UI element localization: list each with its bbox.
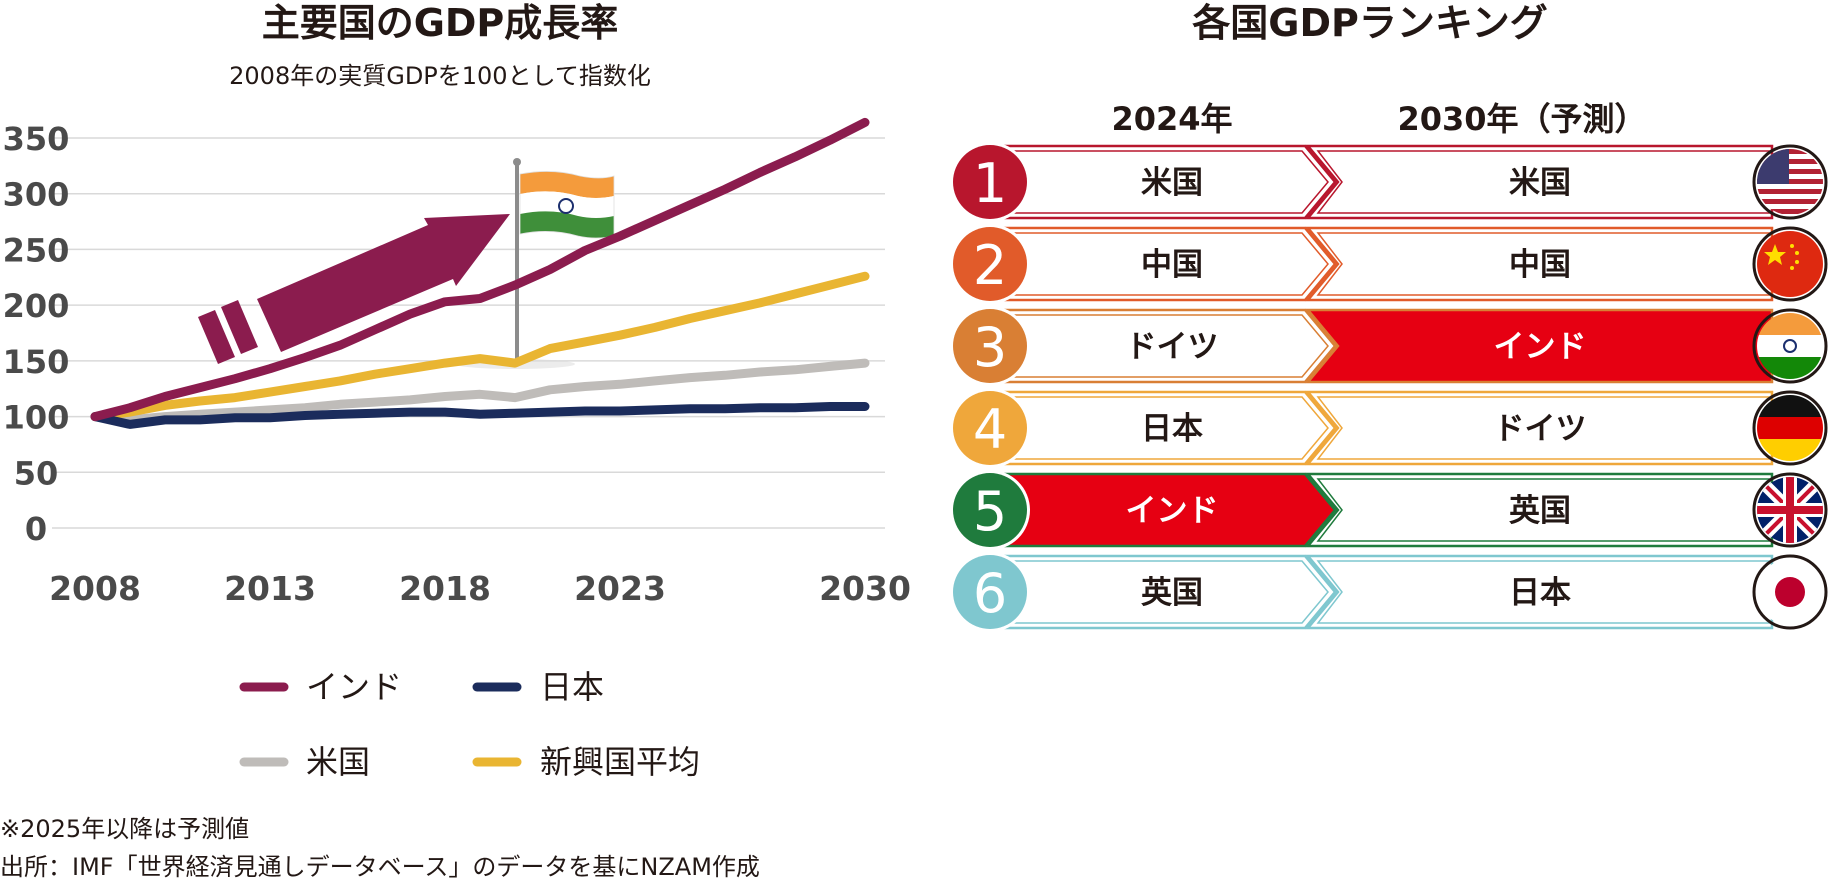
legend-item-japan: 日本 xyxy=(472,668,604,706)
india-flag-icon xyxy=(519,171,615,239)
rank-number: 1 xyxy=(973,152,1007,215)
legend-item-emerging: 新興国平均 xyxy=(472,743,700,781)
rank-2030-arrow-inner xyxy=(1316,396,1773,460)
japan-flag-icon xyxy=(1752,554,1828,630)
series-line-0 xyxy=(90,117,870,422)
rank-badge xyxy=(953,309,1027,383)
rank-2030-arrow xyxy=(1305,144,1774,220)
legend-label: 新興国平均 xyxy=(540,743,700,781)
country-2024: ドイツ xyxy=(1126,329,1219,365)
footnotes: ※2025年以降は予測値 出所：IMF「世界経済見通しデータベース」のデータを基… xyxy=(0,810,760,886)
grid-lines xyxy=(52,137,885,529)
rank-2030-arrow-inner xyxy=(1316,478,1773,542)
rank-2030-arrow xyxy=(1305,390,1774,466)
x-tick-label: 2030 xyxy=(819,569,911,608)
ranking-row: 3 ドイツ インド xyxy=(950,306,1774,386)
rank-number: 6 xyxy=(973,562,1007,625)
uk-flag-icon xyxy=(1752,472,1828,548)
country-2030: 英国 xyxy=(1509,493,1571,529)
legend-item-us: 米国 xyxy=(239,743,370,781)
country-2024: 中国 xyxy=(1141,247,1203,283)
ranking-row: 4 日本 ドイツ xyxy=(950,388,1774,468)
india-flag-icon xyxy=(1752,308,1828,384)
x-tick-label: 2013 xyxy=(224,569,316,608)
y-tick-label: 50 xyxy=(14,454,59,492)
legend: インド 日本 米国 新興国平均 xyxy=(239,668,700,781)
ranking-title: 各国GDPランキング xyxy=(1192,1,1547,45)
rank-2030-arrow xyxy=(1305,554,1774,630)
country-2030: インド xyxy=(1494,329,1587,365)
chart-subtitle: 2008年の実質GDPを100として指数化 xyxy=(229,62,651,90)
legend-item-india: インド xyxy=(239,668,402,706)
country-2024: インド xyxy=(1126,493,1219,529)
y-tick-label: 300 xyxy=(3,176,70,214)
china-flag-icon xyxy=(1752,226,1828,302)
y-tick-label: 0 xyxy=(25,510,47,548)
ranking-row: 5 インド 英国 xyxy=(950,470,1774,550)
x-tick-label: 2008 xyxy=(49,569,141,608)
germany-flag-icon xyxy=(1752,390,1828,466)
rank-2030-arrow xyxy=(1305,472,1774,548)
rank-badge xyxy=(953,473,1027,547)
legend-label: インド xyxy=(306,668,402,706)
us-flag-icon xyxy=(1752,144,1828,220)
column-header-2024: 2024年 xyxy=(1111,100,1232,138)
rank-number: 5 xyxy=(973,480,1007,543)
country-2024: 日本 xyxy=(1141,411,1203,447)
series-lines xyxy=(90,117,870,429)
rank-2030-arrow-inner xyxy=(1316,232,1773,296)
column-header-2030: 2030年（予測） xyxy=(1397,100,1646,138)
growth-arrow-icon xyxy=(198,214,510,364)
ranking-row: 6 英国 日本 xyxy=(950,552,1774,632)
rank-2030-arrow xyxy=(1305,226,1774,302)
rank-2030-arrow-inner xyxy=(1316,560,1773,624)
rank-badge xyxy=(953,145,1027,219)
country-2024: 米国 xyxy=(1141,165,1203,201)
country-2030: 中国 xyxy=(1509,247,1571,283)
country-2030: ドイツ xyxy=(1494,411,1587,447)
x-axis: 2008 2013 2018 2023 2030 xyxy=(49,569,911,608)
ranking-row: 2 中国 中国 xyxy=(950,224,1774,304)
rank-number: 4 xyxy=(973,398,1007,461)
forecast-note: ※2025年以降は予測値 xyxy=(0,815,250,843)
legend-label: 日本 xyxy=(540,668,604,706)
y-axis: 350 300 250 200 150 100 50 0 xyxy=(3,120,70,548)
ranking-row: 1 米国 米国 xyxy=(950,142,1774,222)
y-tick-label: 200 xyxy=(3,287,70,325)
y-tick-label: 150 xyxy=(3,343,70,381)
rank-badge xyxy=(953,555,1027,629)
series-line-2 xyxy=(90,358,870,425)
chart-title: 主要国のGDP成長率 xyxy=(262,1,619,45)
rank-2030-arrow xyxy=(1305,308,1774,384)
source-note: 出所：IMF「世界経済見通しデータベース」のデータを基にNZAM作成 xyxy=(0,853,760,881)
country-2030: 米国 xyxy=(1509,165,1571,201)
rank-number: 3 xyxy=(973,316,1007,379)
country-2030: 日本 xyxy=(1509,575,1571,611)
series-line-1 xyxy=(90,402,870,429)
rank-badge xyxy=(953,391,1027,465)
rank-number: 2 xyxy=(973,234,1007,297)
legend-label: 米国 xyxy=(306,743,370,781)
x-tick-label: 2023 xyxy=(574,569,666,608)
x-tick-label: 2018 xyxy=(399,569,491,608)
y-tick-label: 100 xyxy=(3,399,70,437)
series-line-3 xyxy=(90,271,870,422)
rank-2030-arrow-inner xyxy=(1316,150,1773,214)
y-tick-label: 250 xyxy=(3,231,70,269)
country-2024: 英国 xyxy=(1141,575,1203,611)
rank-badge xyxy=(953,227,1027,301)
y-tick-label: 350 xyxy=(3,120,70,158)
